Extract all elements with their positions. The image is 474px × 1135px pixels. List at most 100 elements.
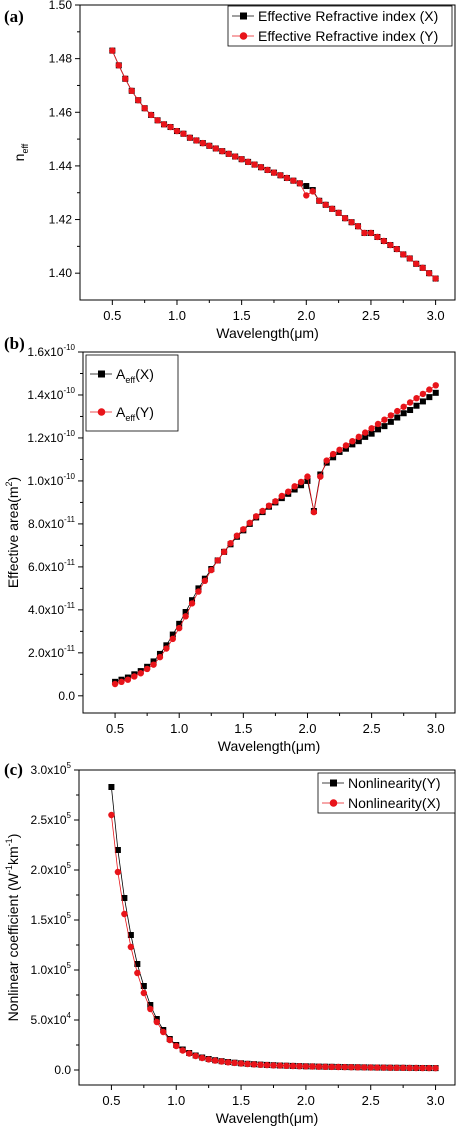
data-point-square: [413, 402, 420, 409]
data-point-circle: [328, 205, 336, 213]
text-span: 1.6x10: [27, 345, 63, 359]
data-point-circle: [153, 1018, 160, 1026]
data-point-square: [147, 1002, 154, 1008]
x-tick-label: 1.0: [168, 308, 186, 323]
data-point-square: [195, 585, 202, 592]
text-span: 2.5x10: [31, 813, 67, 827]
legend-box: [317, 772, 456, 814]
text-span: 4.0x10: [28, 603, 64, 617]
panel-label: (a): [4, 7, 24, 26]
data-point-circle: [296, 180, 304, 187]
data-point-circle: [270, 1062, 277, 1069]
text-span: 5.0x10: [31, 1013, 67, 1027]
data-point-circle: [335, 1063, 342, 1071]
data-point-square: [163, 642, 170, 649]
data-point-circle: [244, 158, 252, 166]
data-point-circle: [251, 161, 258, 168]
text-span: 1.2x10: [27, 431, 63, 445]
data-point-circle: [137, 670, 144, 677]
data-point-circle: [115, 62, 122, 69]
text-span: ): [5, 834, 21, 839]
y-tick-label: 1.40: [49, 266, 73, 280]
plot-frame: [79, 4, 456, 301]
text-span: 1.0x10: [31, 963, 67, 977]
x-tick-label: 2.5: [362, 1093, 380, 1108]
data-point-circle: [143, 665, 151, 673]
data-point-square: [182, 609, 189, 616]
x-tick-label: 1.0: [170, 721, 188, 736]
data-point-circle: [211, 1057, 219, 1064]
data-point-square: [189, 597, 196, 604]
data-point-square: [432, 389, 439, 396]
data-point-circle: [182, 613, 189, 620]
legend-marker-circle: [97, 408, 106, 416]
legend-marker-circle: [329, 799, 338, 807]
data-point-circle: [317, 473, 324, 480]
data-point-circle: [263, 1061, 271, 1069]
data-point-circle: [205, 1056, 212, 1063]
data-point-circle: [290, 177, 297, 184]
y-tick-label: 1.0x105: [31, 961, 72, 977]
text-span: eff: [125, 375, 135, 385]
data-point-circle: [348, 1064, 355, 1071]
data-point-circle: [147, 111, 155, 119]
y-tick-label: 1.50: [49, 0, 73, 12]
data-point-circle: [212, 145, 219, 152]
data-point-circle: [291, 483, 298, 490]
data-point-circle: [309, 1063, 316, 1070]
data-point-square: [407, 407, 414, 414]
data-point-square: [156, 650, 163, 657]
legend-box: [85, 354, 179, 432]
text-span: 2.0x10: [31, 863, 67, 877]
data-point-circle: [193, 137, 200, 144]
data-point-circle: [214, 557, 221, 564]
data-point-circle: [231, 1059, 238, 1067]
data-point-circle: [310, 508, 318, 516]
data-point-circle: [361, 1064, 368, 1071]
text-span: -11: [64, 558, 76, 567]
text-span: 1.0x10: [27, 474, 63, 488]
series-line-2: [111, 50, 436, 279]
data-point-circle: [296, 1063, 303, 1070]
data-point-circle: [283, 1062, 290, 1070]
x-axis-label: Wavelength(μm): [216, 1110, 318, 1126]
y-tick-label: 2.0x105: [31, 861, 72, 877]
text-span: -10: [63, 429, 75, 438]
data-point-circle: [114, 868, 122, 876]
data-point-square: [176, 620, 183, 627]
data-point-square: [140, 983, 147, 989]
data-point-circle: [264, 166, 271, 174]
data-point-circle: [425, 269, 433, 277]
legend-label: Nonlinearity(Y): [348, 775, 441, 791]
y-tick-label: 1.6x10-10: [27, 343, 75, 359]
data-point-circle: [394, 407, 401, 415]
legend-label: Effective Refractive index (X): [258, 8, 438, 24]
data-point-circle: [188, 600, 196, 607]
data-point-circle: [250, 1061, 258, 1068]
data-point-circle: [270, 169, 278, 176]
data-point-circle: [192, 1052, 199, 1060]
data-point-circle: [355, 433, 362, 441]
text-span: 5: [67, 761, 72, 770]
text-span: 8.0x10: [28, 517, 64, 531]
data-point-circle: [121, 910, 128, 918]
data-point-circle: [368, 425, 375, 432]
text-span: 5: [67, 811, 72, 820]
data-point-square: [121, 895, 128, 901]
data-point-circle: [419, 390, 427, 398]
data-point-square: [419, 398, 426, 405]
data-point-circle: [219, 147, 226, 155]
text-span: -11: [64, 601, 76, 610]
legend-label: Aeff(Y): [116, 404, 154, 423]
y-tick-label: 1.0x10-10: [27, 472, 75, 488]
text-span: 6.0x10: [28, 560, 64, 574]
text-span: Effective area(m: [5, 487, 21, 589]
data-point-circle: [166, 1036, 173, 1044]
data-point-circle: [124, 676, 132, 683]
y-tick-label: 3.0x105: [31, 761, 72, 777]
data-point-circle: [131, 673, 138, 680]
data-point-circle: [432, 275, 439, 282]
data-point-circle: [150, 661, 157, 668]
data-point-circle: [412, 1064, 420, 1072]
data-point-circle: [140, 989, 148, 997]
